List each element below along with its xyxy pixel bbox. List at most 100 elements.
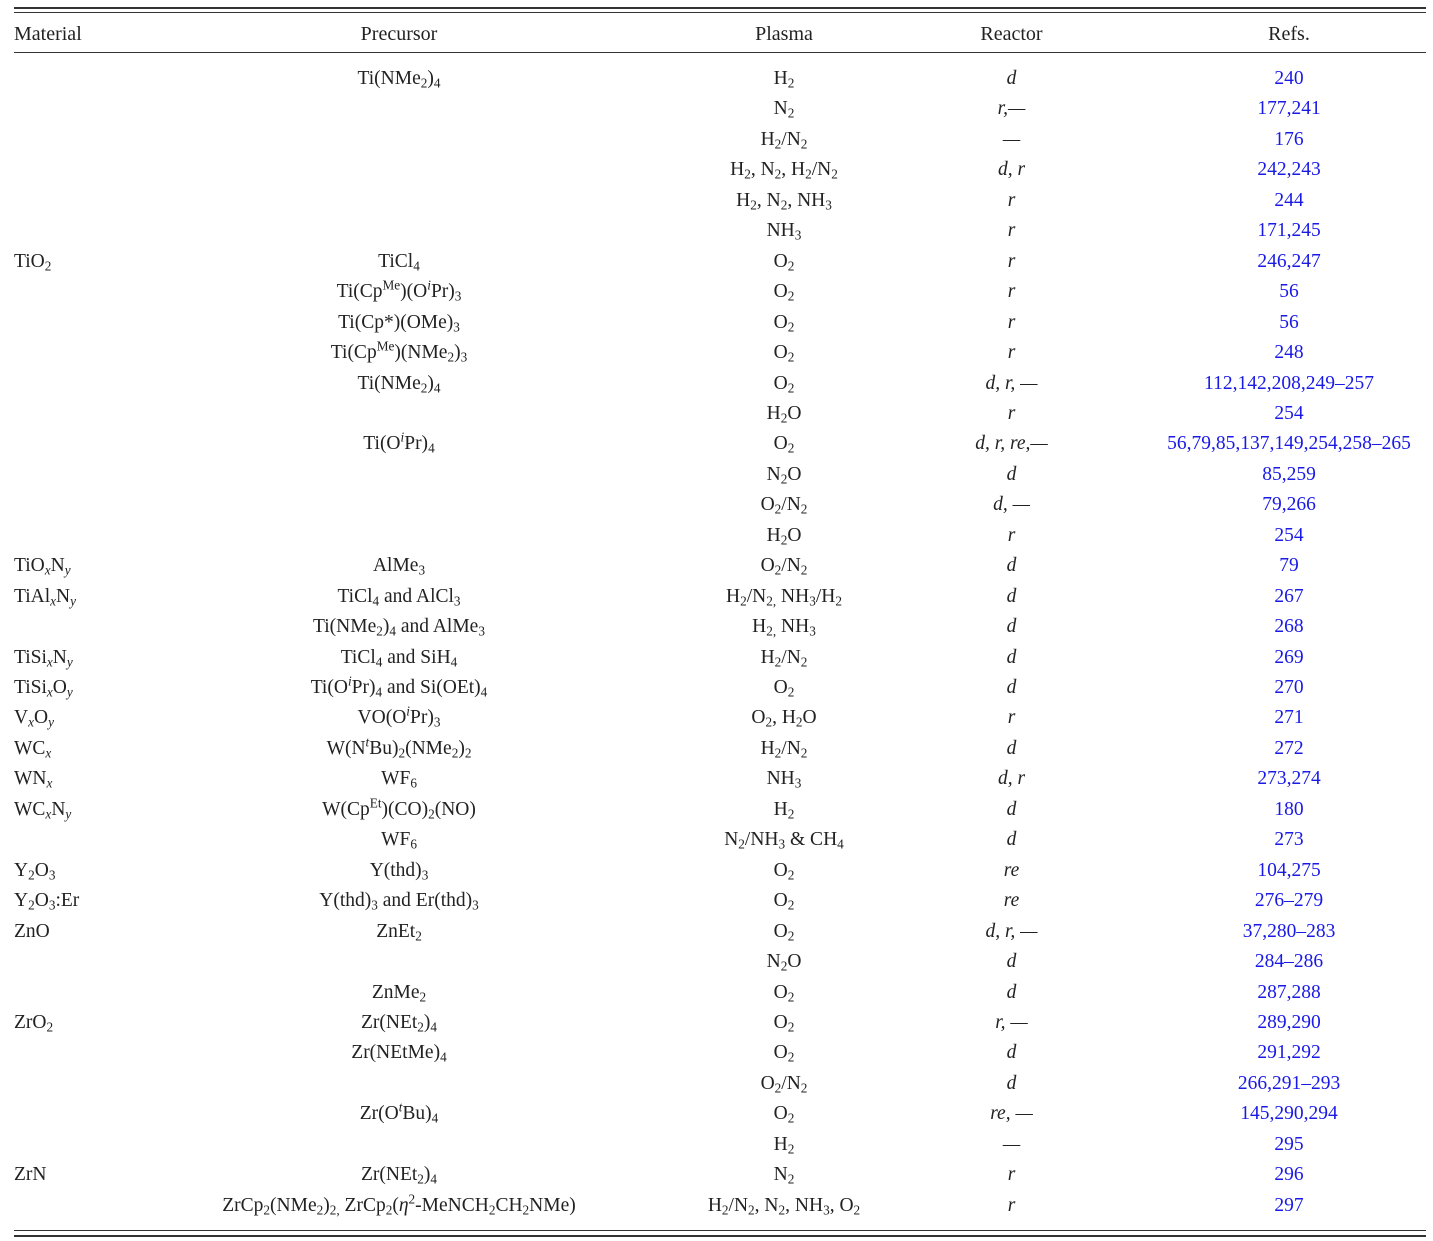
material-cell: Y2O3 (14, 859, 56, 882)
table-row: N2 r,— 177,241 (14, 94, 1426, 124)
top-rule (14, 7, 1426, 9)
table-row: Ti(NMe2)4 H2 d 240 (14, 64, 1426, 94)
refs-cell[interactable]: 246,247 (1257, 250, 1321, 272)
precursor-cell (169, 125, 629, 155)
refs-cell[interactable]: 271 (1274, 707, 1304, 729)
refs-cell[interactable]: 270 (1274, 677, 1304, 698)
refs-cell[interactable]: 145,290,294 (1240, 1103, 1338, 1125)
table-header: Material Precursor Plasma Reactor Refs. (14, 19, 1426, 49)
refs-cell[interactable]: 269 (1274, 646, 1304, 668)
precursor-cell (169, 186, 629, 216)
reactor-cell: d (1006, 463, 1017, 485)
refs-cell[interactable]: 177,241 (1257, 98, 1321, 120)
reactor-cell: r,— (997, 98, 1026, 120)
reactor-cell: d, r, re,— (975, 433, 1048, 455)
refs-cell[interactable]: 254 (1274, 402, 1304, 424)
refs-cell[interactable]: 297 (1274, 1194, 1304, 1216)
table-row: H2, N2, H2/N2 d, r 242,243 (14, 155, 1426, 185)
table-row: H2O r 254 (14, 521, 1426, 551)
plasma-cell: O2 (773, 1011, 795, 1035)
material-cell (14, 429, 184, 459)
refs-cell[interactable]: 296 (1274, 1164, 1304, 1186)
plasma-cell: O2 (773, 342, 795, 365)
refs-cell[interactable]: 56,79,85,137,149,254,258–265 (1167, 433, 1411, 455)
precursor-cell: ZnEt2 (376, 920, 422, 943)
reactor-cell: d (1006, 737, 1017, 759)
table-row: H2/N2 — 176 (14, 125, 1426, 155)
precursor-cell: ZnMe2 (371, 981, 427, 1004)
plasma-cell: O2/N2 (760, 555, 808, 578)
precursor-cell: TiCl4 (378, 250, 420, 273)
refs-cell[interactable]: 268 (1274, 616, 1304, 638)
refs-cell[interactable]: 240 (1274, 68, 1304, 89)
material-cell (14, 521, 184, 551)
plasma-cell: H2O (766, 524, 802, 548)
material-cell (14, 825, 184, 855)
reactor-cell: d (1006, 585, 1017, 607)
precursor-cell: Y(thd)3 (369, 859, 429, 882)
refs-cell[interactable]: 284–286 (1254, 951, 1324, 973)
refs-cell[interactable]: 289,290 (1257, 1011, 1321, 1033)
material-cell (14, 978, 184, 1008)
refs-cell[interactable]: 273 (1274, 829, 1304, 851)
reactor-cell: r (1007, 402, 1016, 424)
refs-cell[interactable]: 79 (1279, 555, 1299, 577)
refs-cell[interactable]: 266,291–293 (1237, 1072, 1341, 1094)
refs-cell[interactable]: 273,274 (1257, 768, 1321, 790)
material-cell (14, 186, 184, 216)
precursor-cell (169, 947, 629, 977)
plasma-cell: H2/N2, NH3/H2 (726, 585, 842, 608)
refs-cell[interactable]: 242,243 (1257, 159, 1321, 181)
precursor-cell: Y(thd)3 and Er(thd)3 (319, 890, 479, 913)
refs-cell[interactable]: 272 (1274, 737, 1304, 759)
refs-cell[interactable]: 267 (1274, 585, 1304, 607)
material-cell: TiSixOy (14, 677, 73, 700)
reactor-cell: d (1006, 68, 1017, 89)
refs-cell[interactable]: 276–279 (1254, 890, 1324, 912)
table-row: NH3 r 171,245 (14, 216, 1426, 246)
reactor-cell: d (1006, 1042, 1017, 1064)
refs-cell[interactable]: 248 (1274, 342, 1304, 364)
bottom-rule (14, 1235, 1426, 1237)
refs-cell[interactable]: 176 (1274, 128, 1304, 150)
reactor-cell: d, — (993, 494, 1030, 516)
refs-cell[interactable]: 287,288 (1257, 981, 1321, 1003)
table-row: WNx WF6 NH3 d, r 273,274 (14, 764, 1426, 794)
material-cell (14, 947, 184, 977)
refs-cell[interactable]: 85,259 (1262, 463, 1316, 485)
reactor-cell: d (1006, 616, 1017, 638)
refs-cell[interactable]: 254 (1274, 524, 1304, 546)
reactor-cell: r (1007, 281, 1016, 303)
reactor-cell: r (1007, 220, 1016, 242)
precursor-cell: Zr(NEtMe)4 (351, 1042, 447, 1065)
table-row: N2O d 284–286 (14, 947, 1426, 977)
table-row: H2 — 295 (14, 1130, 1426, 1160)
refs-cell[interactable]: 104,275 (1257, 859, 1321, 881)
material-cell: TiO2 (14, 250, 52, 273)
precursor-cell: TiCl4 and SiH4 (340, 646, 458, 669)
material-cell (14, 369, 184, 399)
table-row: H2O r 254 (14, 399, 1426, 429)
refs-cell[interactable]: 56 (1279, 281, 1299, 303)
precursor-cell: Ti(Cp*)(OMe)3 (338, 311, 460, 334)
refs-cell[interactable]: 79,266 (1262, 494, 1316, 516)
precursor-cell: W(CpEt)(CO)2(NO) (322, 795, 476, 822)
refs-cell[interactable]: 37,280–283 (1242, 920, 1336, 942)
plasma-cell: O2 (773, 859, 795, 882)
refs-cell[interactable]: 56 (1279, 311, 1299, 333)
table-row: WF6 N2/NH3 & CH4 d 273 (14, 825, 1426, 855)
material-cell: TiSixNy (14, 646, 73, 669)
plasma-cell: H2/N2 (760, 128, 808, 152)
precursor-cell (169, 94, 629, 124)
refs-cell[interactable]: 291,292 (1257, 1042, 1321, 1064)
reactor-cell: r (1007, 707, 1016, 729)
refs-cell[interactable]: 180 (1274, 798, 1304, 820)
refs-cell[interactable]: 171,245 (1257, 220, 1321, 242)
table-row: O2/N2 d 266,291–293 (14, 1069, 1426, 1099)
refs-cell[interactable]: 244 (1274, 189, 1304, 211)
refs-cell[interactable]: 112,142,208,249–257 (1204, 372, 1374, 394)
refs-cell[interactable]: 295 (1274, 1133, 1304, 1155)
precursor-cell: Ti(CpMe)(NMe2)3 (330, 338, 468, 365)
table-row: TiAlxNy TiCl4 and AlCl3 H2/N2, NH3/H2 d 267 (14, 582, 1426, 612)
material-cell: WNx (14, 768, 53, 791)
